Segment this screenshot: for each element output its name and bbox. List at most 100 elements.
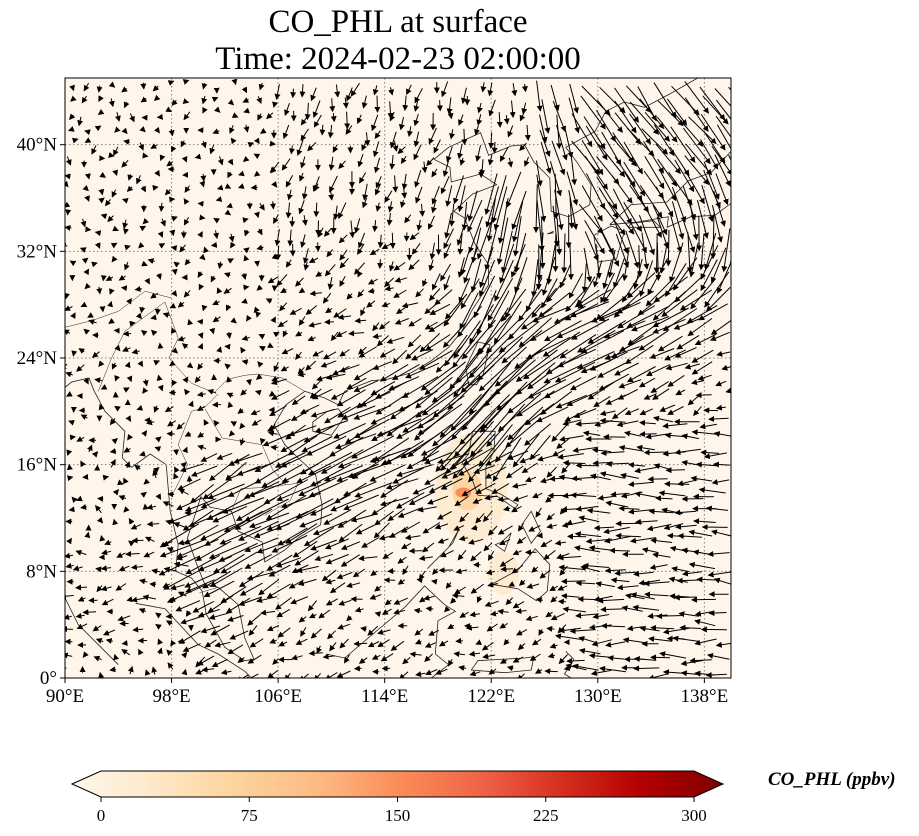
wind-vector <box>335 330 347 337</box>
wind-vector <box>173 472 179 480</box>
wind-vector <box>291 654 303 661</box>
wind-vector <box>300 156 306 169</box>
wind-vector <box>139 578 148 585</box>
wind-vector <box>245 379 252 386</box>
wind-vector <box>342 97 349 109</box>
wind-vector <box>282 330 289 338</box>
wind-vector <box>665 229 672 267</box>
wind-vector <box>338 599 352 606</box>
wind-vector <box>346 614 353 622</box>
wind-vector <box>348 330 365 337</box>
wind-vector <box>182 446 188 454</box>
wind-vector <box>167 80 175 86</box>
wind-vector <box>83 377 89 385</box>
wind-vector <box>328 156 335 171</box>
wind-vector <box>243 107 250 114</box>
wind-vector <box>66 449 73 457</box>
wind-vector <box>344 111 351 130</box>
wind-vector <box>98 403 105 411</box>
wind-vector <box>313 673 321 678</box>
wind-vector <box>80 503 87 510</box>
map-title: CO_PHL at surface <box>268 4 528 40</box>
colorbar-tick-label: 225 <box>533 806 559 825</box>
wind-vector <box>124 461 131 469</box>
wind-vector <box>266 112 274 120</box>
wind-vector <box>84 531 91 539</box>
plume-core <box>455 487 472 498</box>
wind-vector <box>129 320 136 327</box>
wind-vector <box>298 287 306 294</box>
wind-vector <box>181 651 188 659</box>
wind-vector <box>230 317 237 324</box>
wind-vector <box>150 292 159 299</box>
wind-vector <box>197 362 204 370</box>
wind-vector <box>109 288 115 295</box>
wind-vector <box>156 273 162 280</box>
wind-vector <box>154 446 162 452</box>
coastline-2 <box>135 602 252 678</box>
wind-vector <box>244 673 259 678</box>
wind-vector <box>374 585 382 592</box>
wind-vector <box>117 479 124 486</box>
wind-vector <box>140 185 146 193</box>
wind-vector <box>114 126 121 133</box>
wind-vector <box>136 404 144 411</box>
wind-vector <box>167 662 174 670</box>
wind-vector <box>346 293 353 300</box>
wind-vector <box>226 331 232 339</box>
wind-vector <box>169 302 177 309</box>
wind-vector <box>290 88 297 99</box>
wind-vector <box>77 116 84 127</box>
wind-vector <box>77 596 86 602</box>
wind-vector <box>138 242 145 249</box>
wind-vector <box>229 630 249 640</box>
wind-vector <box>281 348 294 355</box>
wind-vector <box>147 258 155 265</box>
wind-vector <box>314 420 349 434</box>
wind-vector <box>241 298 248 304</box>
wind-vector <box>112 518 119 526</box>
wind-vector <box>83 82 90 92</box>
wind-vector <box>65 329 71 336</box>
wind-vector <box>270 378 287 385</box>
wind-vector <box>166 649 173 656</box>
wind-vector <box>207 595 234 613</box>
wind-vector <box>109 448 117 455</box>
wind-vector <box>253 137 260 145</box>
wind-vector <box>301 186 308 200</box>
wind-vector <box>127 433 134 441</box>
wind-vector <box>609 547 631 554</box>
wind-vector <box>198 283 205 291</box>
lat-tick-label: 40°N <box>17 135 58 156</box>
wind-vector <box>228 430 236 437</box>
wind-vector <box>360 306 366 317</box>
wind-vector <box>94 242 101 249</box>
wind-vector <box>186 362 194 369</box>
wind-vector <box>665 467 686 474</box>
wind-vector <box>491 141 498 154</box>
wind-vector <box>305 360 317 371</box>
wind-vector <box>84 173 91 180</box>
wind-vector <box>109 666 116 673</box>
wind-vector <box>269 405 287 417</box>
colorbar-tick-label: 150 <box>385 806 411 825</box>
wind-vector <box>197 444 207 451</box>
wind-vector <box>110 459 116 468</box>
coastline-3 <box>312 408 346 436</box>
wind-vector <box>327 630 336 640</box>
wind-vector <box>212 505 248 523</box>
wind-vector <box>65 593 74 600</box>
wind-vector <box>197 655 215 666</box>
wind-vector <box>263 479 309 504</box>
wind-vector <box>70 95 77 102</box>
wind-vector <box>122 346 131 352</box>
wind-vector <box>353 640 368 647</box>
wind-vector <box>227 158 234 166</box>
wind-vector <box>353 665 362 672</box>
wind-vector <box>266 583 291 599</box>
wind-vector <box>81 257 89 264</box>
wind-vector <box>80 301 88 308</box>
wind-vector <box>250 184 258 191</box>
wind-vector <box>303 526 335 547</box>
wind-vector <box>180 140 187 148</box>
